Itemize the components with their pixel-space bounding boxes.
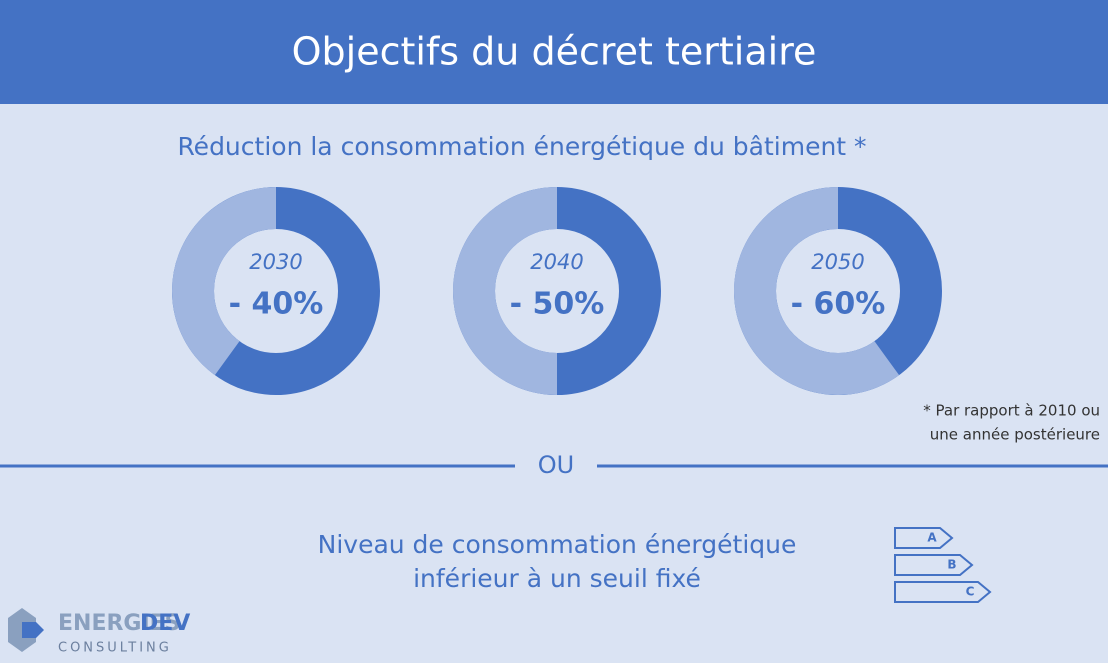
donut-segment	[172, 187, 276, 376]
donut-label: - 50%	[510, 287, 605, 322]
donut-label: - 40%	[229, 287, 324, 322]
donut-year: 2040	[530, 250, 583, 274]
separator-text: OU	[538, 451, 574, 479]
header-band	[0, 0, 1108, 104]
donut-segment	[453, 187, 557, 395]
subtitle: Réduction la consommation énergétique du…	[177, 132, 866, 161]
donut-year: 2030	[249, 250, 302, 274]
energy-label: B	[947, 558, 956, 572]
energy-arrow	[894, 527, 954, 549]
energy-icon	[894, 527, 992, 603]
donut-label: - 60%	[791, 287, 886, 322]
alternative-text: Niveau de consommation énergétique	[318, 530, 797, 559]
logo-subtext: CONSULTING	[58, 641, 172, 656]
logo-text: ENERGIES	[58, 611, 181, 636]
donut-year: 2050	[811, 250, 864, 274]
energy-label: A	[927, 531, 937, 545]
footnote: * Par rapport à 2010 ou	[923, 402, 1100, 420]
alternative-text: inférieur à un seuil fixé	[413, 564, 701, 593]
donut-segment	[734, 187, 900, 395]
footnote: une année postérieure	[930, 426, 1100, 444]
energy-arrow	[894, 581, 992, 603]
logo-mark	[22, 622, 44, 638]
energy-arrow	[894, 554, 974, 576]
energy-label: C	[966, 585, 975, 599]
logo: ENERGIES DEV CONSULTING	[8, 608, 190, 656]
donut-group: 2030 - 40% 2040 - 50% 2050 - 60%	[172, 187, 942, 395]
title: Objectifs du décret tertiaire	[292, 30, 817, 74]
logo-text: DEV	[140, 611, 190, 636]
